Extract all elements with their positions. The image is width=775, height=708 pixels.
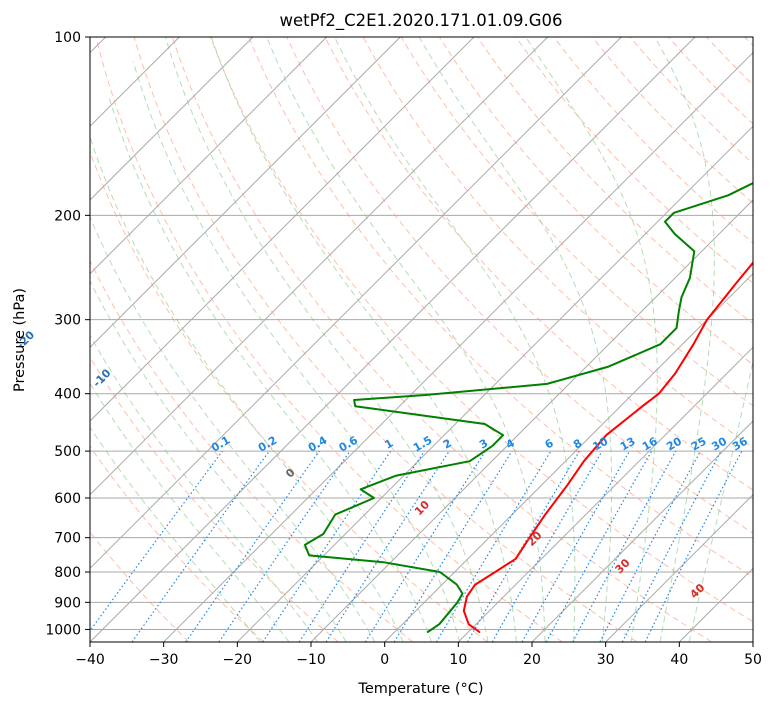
mixing-ratio-line-8 xyxy=(393,450,513,642)
moist-adiabat-28 xyxy=(418,37,613,642)
isotherm--30 xyxy=(163,51,753,642)
x-tick-label: 0 xyxy=(380,652,389,668)
mixing-ratio-line-3 xyxy=(218,450,351,642)
dry-adiabat-20 xyxy=(95,37,563,642)
mixing-ratio-line-9 xyxy=(435,450,552,642)
isotherm--60 xyxy=(90,37,549,496)
mixing-ratio-line-13 xyxy=(545,450,653,642)
dry-adiabat--20 xyxy=(90,445,264,642)
mixing-ratio-line-12 xyxy=(521,450,631,642)
y-tick-label: 700 xyxy=(54,531,81,547)
isotherm-30 xyxy=(605,493,753,642)
moist-adiabat-32 xyxy=(525,37,658,642)
y-tick-label: 200 xyxy=(54,208,81,224)
dry-adiabat-130 xyxy=(515,37,753,284)
isotherm-0 xyxy=(384,272,753,642)
mixing-ratio-line-11 xyxy=(491,450,603,642)
dry-adiabat-160 xyxy=(629,37,753,165)
x-axis-title: Temperature (°C) xyxy=(357,681,483,697)
isotherm--20 xyxy=(236,125,753,642)
temperature-line xyxy=(462,261,753,633)
y-tick-label: 600 xyxy=(54,491,81,507)
reference-lines xyxy=(90,37,753,642)
moist-adiabat-8 xyxy=(132,61,461,642)
dewpoint-line xyxy=(303,181,753,633)
isotherm--100 xyxy=(90,37,254,201)
mixing-ratio-line-10 xyxy=(466,450,580,642)
dry-adiabat-100 xyxy=(400,37,753,407)
x-tick-label: −30 xyxy=(149,652,179,668)
dry-adiabat-150 xyxy=(591,37,753,204)
x-tick-label: 50 xyxy=(744,652,762,668)
x-tick-label: −20 xyxy=(223,652,253,668)
y-tick-label: 800 xyxy=(54,565,81,581)
dry-adiabat-50 xyxy=(210,37,753,623)
x-tick-label: −40 xyxy=(75,652,105,668)
isotherm--90 xyxy=(90,37,328,275)
dry-adiabat-60 xyxy=(248,37,753,578)
moist-adiabat-20 xyxy=(266,37,546,642)
plot-frame xyxy=(89,36,754,643)
moist-adiabat-24 xyxy=(334,37,576,642)
x-tick-label: −10 xyxy=(296,652,326,668)
y-tick-label: 400 xyxy=(54,387,81,403)
isotherm-20 xyxy=(531,420,753,642)
isotherm--70 xyxy=(90,37,475,422)
dry-adiabat-30 xyxy=(133,37,638,642)
x-tick-label: 10 xyxy=(449,652,467,668)
moist-adiabat-0 xyxy=(90,135,404,642)
dry-adiabat-80 xyxy=(324,37,753,491)
y-axis-title: Pressure (hPa) xyxy=(12,288,28,392)
x-tick-label: 20 xyxy=(523,652,541,668)
mixing-ratio-line-6 xyxy=(325,450,450,642)
moist-adiabat-40 xyxy=(688,358,753,642)
x-tick-label: 30 xyxy=(597,652,615,668)
dry-adiabat-40 xyxy=(171,37,712,642)
mixing-ratio-line-2 xyxy=(185,450,320,642)
x-tick-label: 40 xyxy=(670,652,688,668)
moist-adiabat-4 xyxy=(107,94,432,642)
isotherm--50 xyxy=(90,37,622,570)
isotherm-50 xyxy=(752,641,753,642)
mixing-ratio-line-0 xyxy=(90,450,223,632)
x-axis-ticks: −40 −30 −20 −10 0 10 20 30 40 50 xyxy=(75,642,762,668)
y-tick-label: 1000 xyxy=(45,622,81,638)
mixing-ratio-line-1 xyxy=(131,450,270,642)
dry-adiabat-90 xyxy=(362,37,753,449)
dry-adiabat-0 xyxy=(90,259,414,642)
y-tick-label: 300 xyxy=(54,313,81,329)
y-tick-label: 500 xyxy=(54,444,81,460)
dry-adiabat-120 xyxy=(477,37,753,325)
moist-adiabat--8 xyxy=(90,279,347,642)
moist-adiabat-16 xyxy=(210,37,517,642)
moist-adiabat--20 xyxy=(90,426,261,642)
moist-adiabat-36 xyxy=(654,37,715,642)
isotherm-10 xyxy=(457,346,753,642)
chart-title: wetPf2_C2E1.2020.171.01.09.G06 xyxy=(279,11,562,31)
y-axis-ticks: 100 200 300 400 500 600 700 800 900 1000 xyxy=(45,30,90,638)
y-tick-label: 900 xyxy=(54,595,81,611)
moist-adiabat-12 xyxy=(164,37,489,642)
mixing-ratio-line-14 xyxy=(572,450,677,642)
mixing-ratio-line-7 xyxy=(364,450,486,642)
sounding-profiles xyxy=(303,181,753,633)
y-tick-label: 100 xyxy=(54,30,81,46)
isotherm--80 xyxy=(90,37,401,349)
plot-background xyxy=(90,37,753,642)
isotherm--40 xyxy=(90,37,696,642)
